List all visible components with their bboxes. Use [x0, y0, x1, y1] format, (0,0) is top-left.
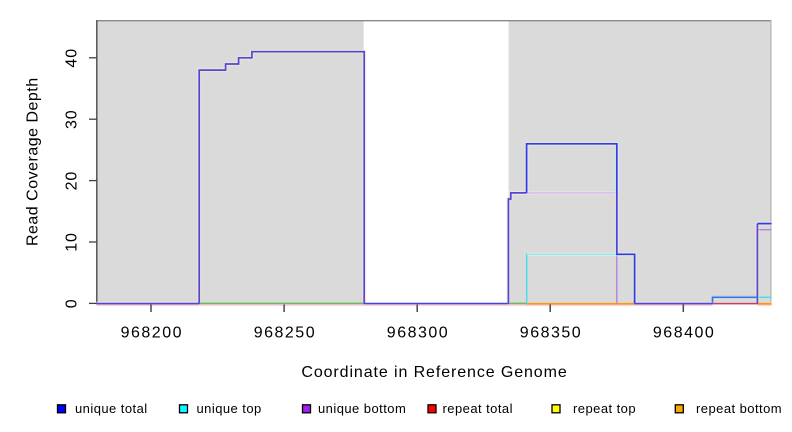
- svg-text:968250: 968250: [254, 325, 316, 342]
- svg-text:Read Coverage Depth: Read Coverage Depth: [25, 77, 42, 246]
- svg-text:968350: 968350: [520, 325, 582, 342]
- svg-text:968200: 968200: [121, 325, 183, 342]
- svg-text:40: 40: [63, 48, 80, 68]
- svg-text:unique top: unique top: [197, 401, 262, 416]
- svg-text:10: 10: [63, 232, 80, 252]
- svg-text:20: 20: [63, 171, 80, 191]
- svg-text:unique total: unique total: [75, 401, 148, 416]
- svg-text:repeat top: repeat top: [573, 401, 636, 416]
- svg-text:968300: 968300: [387, 325, 449, 342]
- svg-text:30: 30: [63, 109, 80, 129]
- svg-text:repeat total: repeat total: [443, 401, 513, 416]
- svg-text:repeat bottom: repeat bottom: [696, 401, 782, 416]
- svg-text:unique bottom: unique bottom: [318, 401, 406, 416]
- svg-text:0: 0: [63, 298, 80, 308]
- svg-text:968400: 968400: [653, 325, 715, 342]
- svg-text:Coordinate in Reference Genome: Coordinate in Reference Genome: [301, 364, 567, 381]
